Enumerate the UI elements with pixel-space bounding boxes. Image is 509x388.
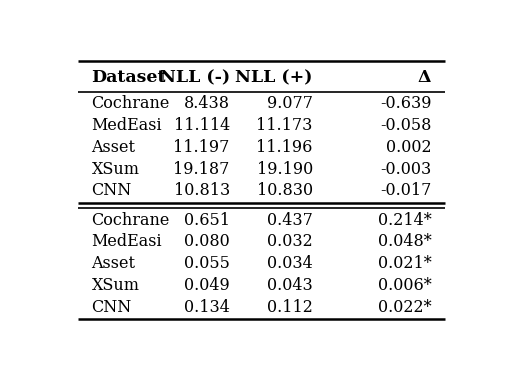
Text: 0.112: 0.112 [266,299,312,316]
Text: 0.021*: 0.021* [377,255,431,272]
Text: 0.032: 0.032 [267,234,312,251]
Text: Cochrane: Cochrane [91,95,169,113]
Text: 0.134: 0.134 [184,299,229,316]
Text: 0.214*: 0.214* [377,212,431,229]
Text: 0.022*: 0.022* [377,299,431,316]
Text: Cochrane: Cochrane [91,212,169,229]
Text: Δ: Δ [417,69,431,86]
Text: Asset: Asset [91,255,135,272]
Text: Asset: Asset [91,139,135,156]
Text: -0.017: -0.017 [379,182,431,199]
Text: -0.003: -0.003 [379,161,431,178]
Text: 0.048*: 0.048* [377,234,431,251]
Text: 0.043: 0.043 [267,277,312,294]
Text: CNN: CNN [91,182,131,199]
Text: XSum: XSum [91,161,139,178]
Text: NLL (+): NLL (+) [235,69,312,86]
Text: 0.080: 0.080 [184,234,229,251]
Text: 0.006*: 0.006* [377,277,431,294]
Text: 11.114: 11.114 [173,117,229,134]
Text: 0.055: 0.055 [184,255,229,272]
Text: 10.813: 10.813 [173,182,229,199]
Text: Dataset: Dataset [91,69,165,86]
Text: -0.639: -0.639 [379,95,431,113]
Text: 11.197: 11.197 [173,139,229,156]
Text: MedEasi: MedEasi [91,234,162,251]
Text: 19.190: 19.190 [256,161,312,178]
Text: 0.049: 0.049 [184,277,229,294]
Text: 10.830: 10.830 [256,182,312,199]
Text: 11.173: 11.173 [256,117,312,134]
Text: XSum: XSum [91,277,139,294]
Text: MedEasi: MedEasi [91,117,162,134]
Text: CNN: CNN [91,299,131,316]
Text: 0.002: 0.002 [385,139,431,156]
Text: 0.437: 0.437 [266,212,312,229]
Text: 8.438: 8.438 [183,95,229,113]
Text: -0.058: -0.058 [379,117,431,134]
Text: 0.651: 0.651 [183,212,229,229]
Text: 19.187: 19.187 [173,161,229,178]
Text: 11.196: 11.196 [256,139,312,156]
Text: 9.077: 9.077 [266,95,312,113]
Text: 0.034: 0.034 [267,255,312,272]
Text: NLL (-): NLL (-) [159,69,229,86]
